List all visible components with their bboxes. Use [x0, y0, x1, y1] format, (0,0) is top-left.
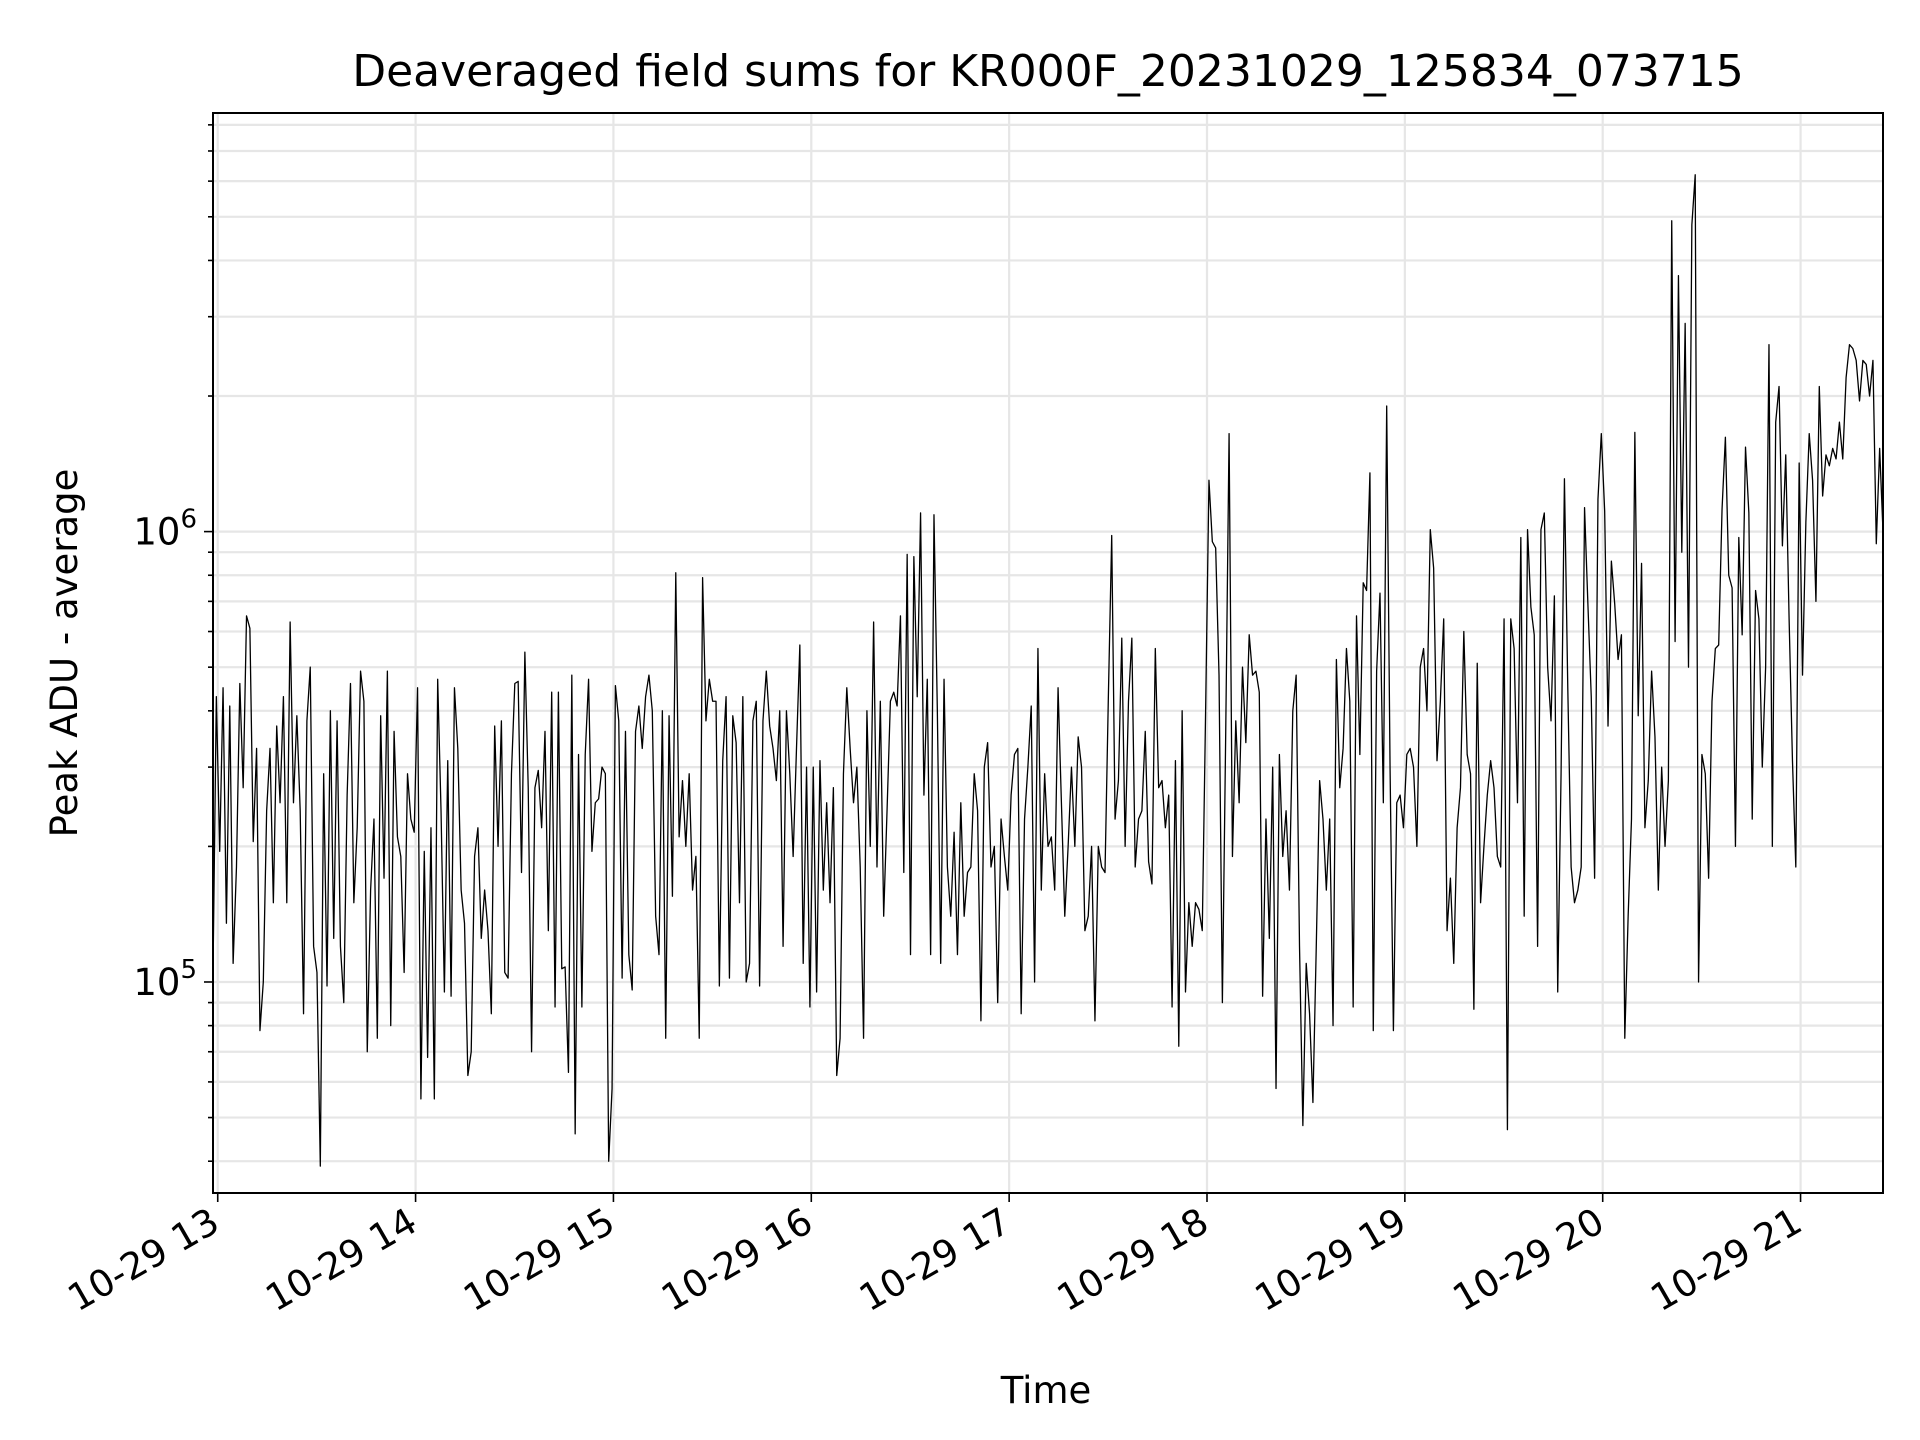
x-axis-label: Time: [1000, 1369, 1092, 1412]
chart-title: Deaveraged field sums for KR000F_2023102…: [352, 46, 1744, 97]
y-tick-label: 106: [133, 505, 197, 554]
plot-frame: [212, 112, 1884, 1194]
grid: [213, 113, 1883, 1193]
series-layer: [212, 174, 1884, 1167]
series-line: [212, 174, 1884, 1167]
y-axis-label: Peak ADU - average: [43, 469, 86, 838]
y-tick-label: 105: [133, 955, 197, 1004]
